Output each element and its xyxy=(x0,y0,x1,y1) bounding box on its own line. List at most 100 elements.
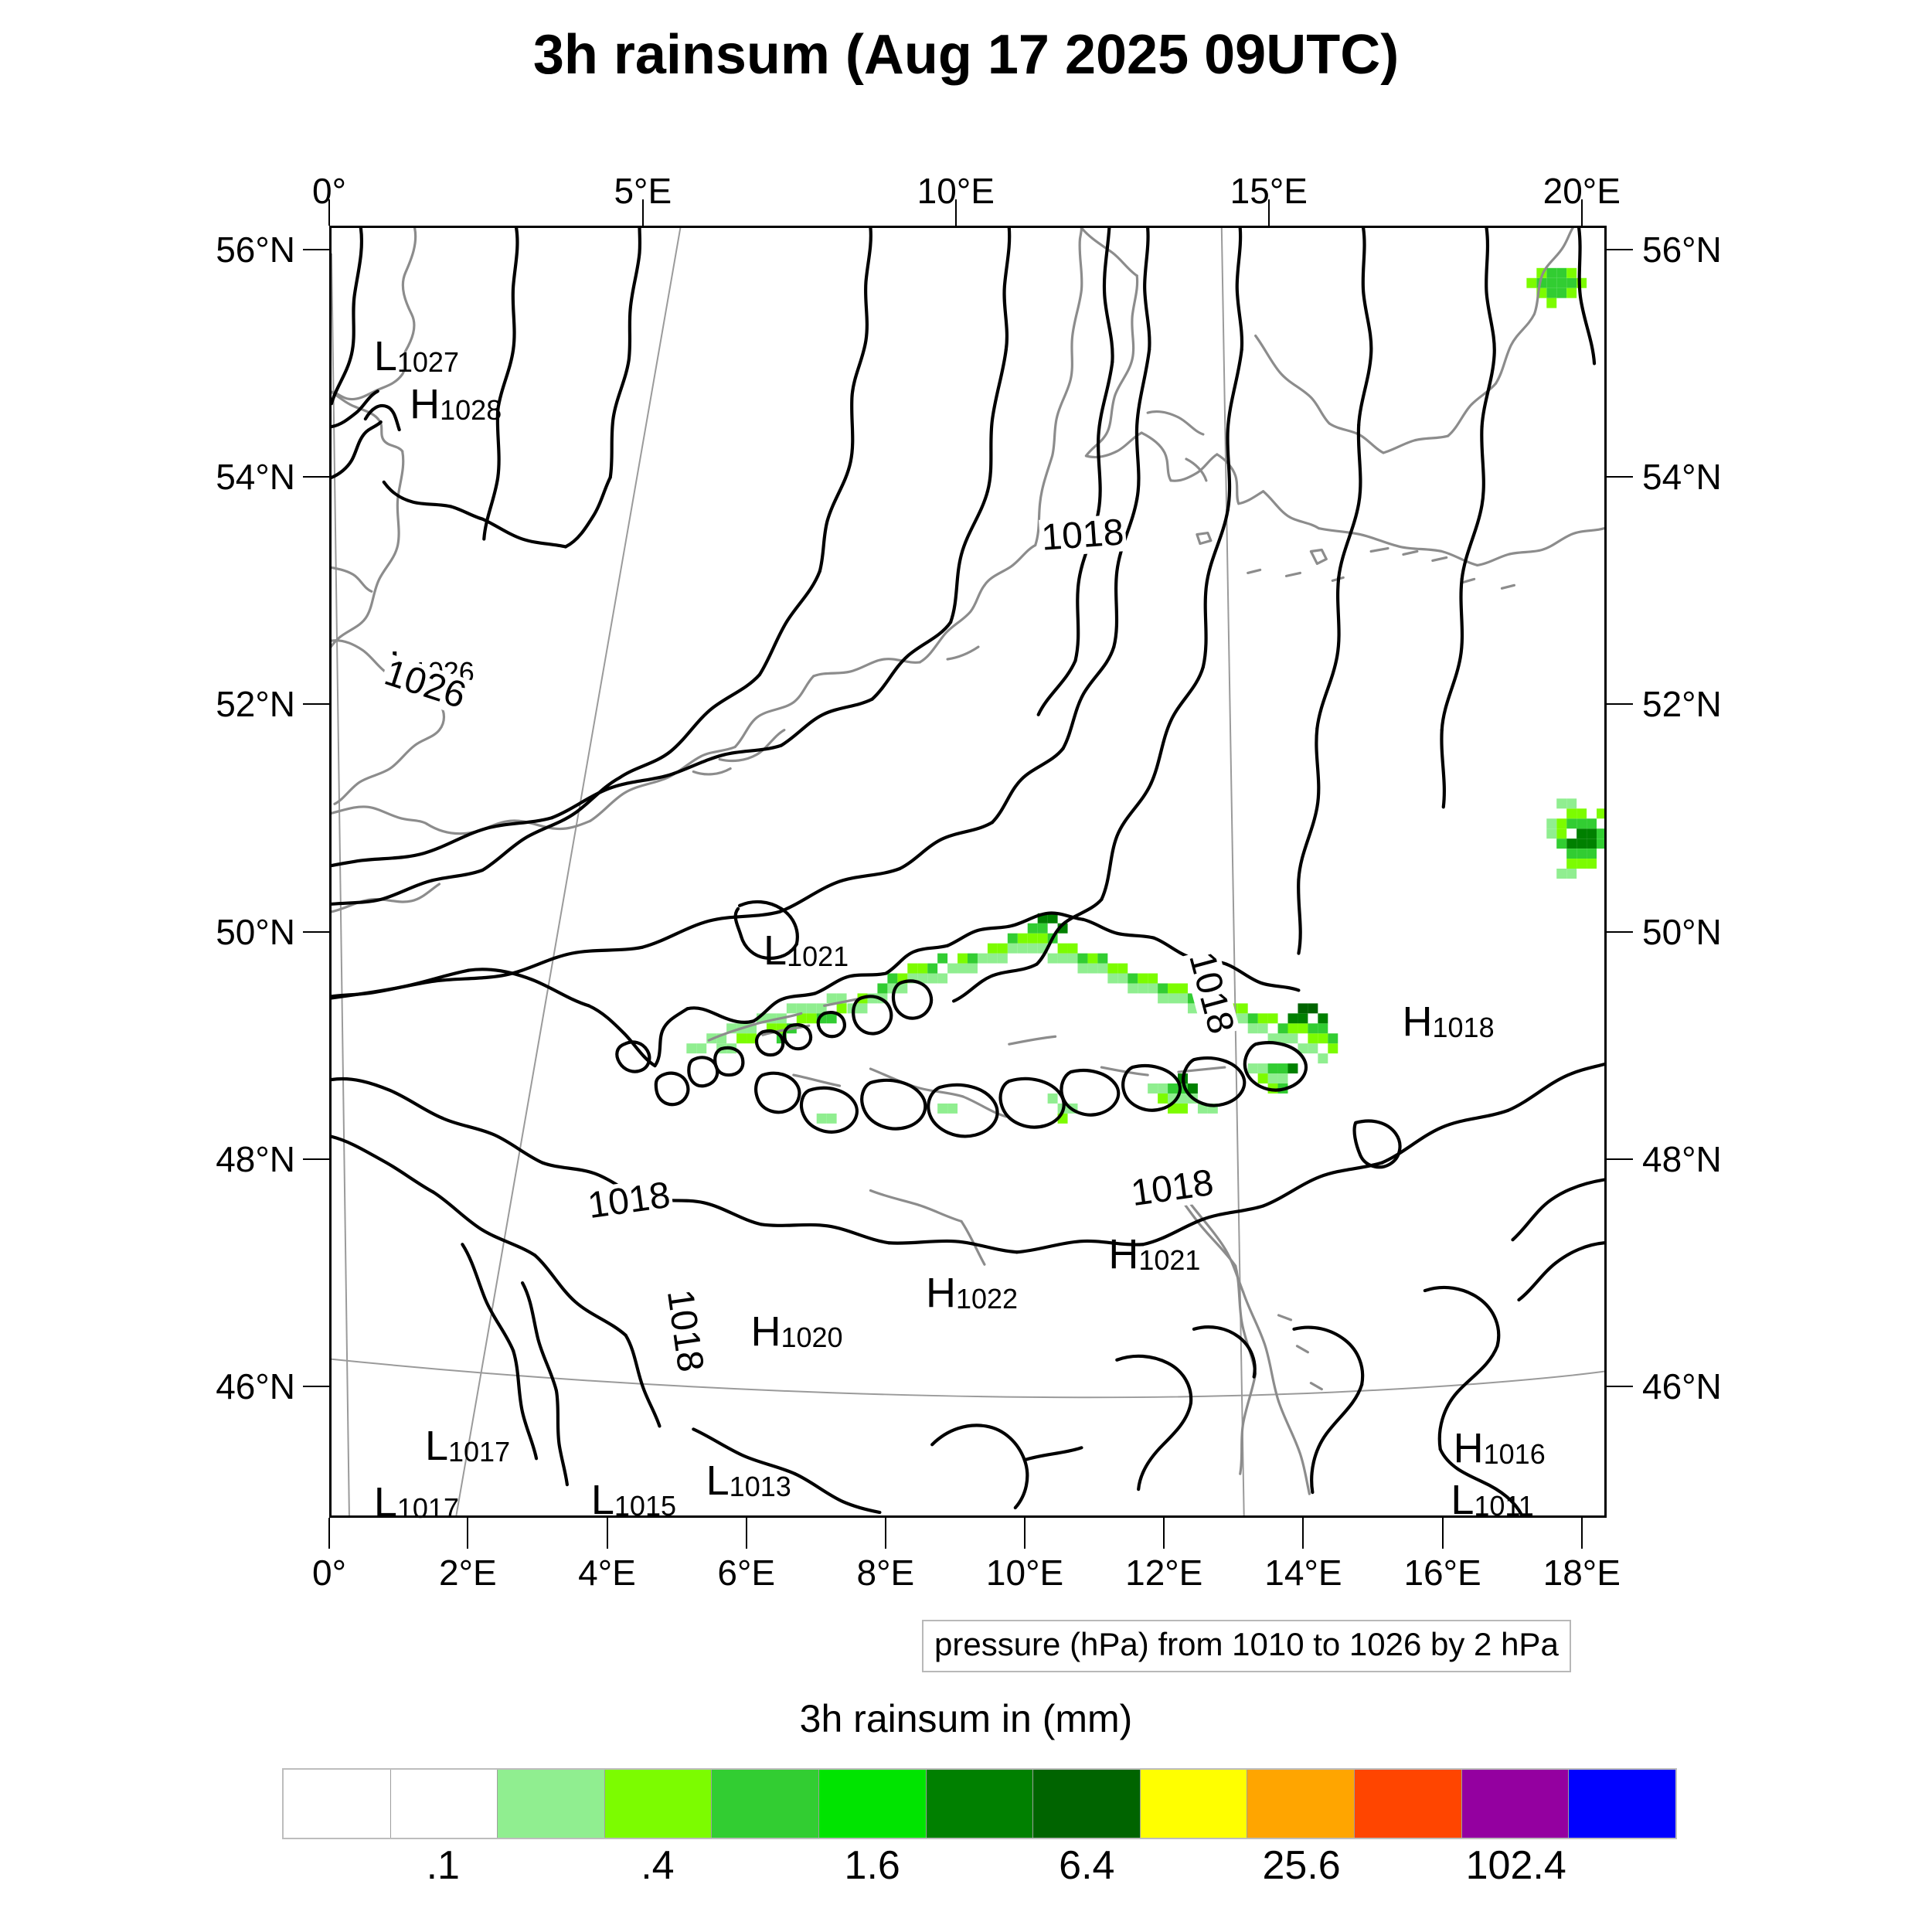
bottom-axis-tick-mark xyxy=(606,1518,608,1549)
colorbar-cell[interactable] xyxy=(1355,1770,1462,1838)
precipitation-layer xyxy=(686,267,1604,1124)
bottom-axis-tick-label: 0° xyxy=(312,1553,346,1593)
left-axis-tick-mark xyxy=(303,930,329,933)
left-axis-tick-label: 54°N xyxy=(216,457,295,498)
left-axis-tick-label: 48°N xyxy=(216,1139,295,1180)
colorbar-cell[interactable] xyxy=(498,1770,605,1838)
right-axis-tick-label: 56°N xyxy=(1642,229,1722,270)
right-axis-tick-label: 46°N xyxy=(1642,1366,1722,1407)
colorbar-cell[interactable] xyxy=(1033,1770,1141,1838)
pressure-marker-value: 1016 xyxy=(1483,1437,1546,1470)
pressure-marker-value: 1022 xyxy=(955,1283,1019,1315)
top-axis-tick-mark xyxy=(1267,199,1270,226)
top-axis-tick-mark xyxy=(1580,199,1583,226)
colorbar-cell[interactable] xyxy=(1569,1770,1675,1838)
pressure-high-marker: H1028 xyxy=(410,383,502,425)
right-axis-tick-mark xyxy=(1607,476,1633,478)
pressure-marker-letter: L xyxy=(373,1479,397,1526)
colorbar-tick-label: .1 xyxy=(426,1843,460,1888)
pressure-marker-letter: H xyxy=(1108,1231,1139,1278)
colorbar-tick-label: 1.6 xyxy=(844,1843,900,1888)
pressure-marker-letter: H xyxy=(410,380,440,427)
bottom-axis-tick-mark xyxy=(1302,1518,1304,1549)
pressure-caption: pressure (hPa) from 1010 to 1026 by 2 hP… xyxy=(922,1620,1571,1672)
bottom-axis-tick-mark xyxy=(328,1518,330,1549)
pressure-low-marker: L1011 xyxy=(1451,1479,1533,1521)
left-axis-tick-mark xyxy=(303,703,329,706)
pressure-marker-letter: L xyxy=(424,1422,449,1469)
pressure-marker-value: 1015 xyxy=(614,1489,676,1522)
colorbar-cell[interactable] xyxy=(819,1770,927,1838)
bottom-axis-tick-label: 12°E xyxy=(1125,1553,1203,1593)
right-axis-tick-label: 50°N xyxy=(1642,911,1722,952)
colorbar-cell[interactable] xyxy=(1140,1770,1248,1838)
top-axis-tick-mark xyxy=(328,199,330,226)
bottom-axis-tick-label: 8°E xyxy=(856,1553,915,1593)
pressure-marker-value: 1020 xyxy=(781,1321,843,1354)
colorbar-cell[interactable] xyxy=(1247,1770,1355,1838)
right-axis-tick-mark xyxy=(1607,703,1633,706)
pressure-low-marker: L1013 xyxy=(706,1460,791,1502)
colorbar-tick-label: 6.4 xyxy=(1059,1843,1115,1888)
bottom-axis-tick-label: 6°E xyxy=(717,1553,776,1593)
left-axis-tick-mark xyxy=(303,476,329,478)
bottom-axis-tick-label: 14°E xyxy=(1264,1553,1342,1593)
bottom-axis-tick-label: 2°E xyxy=(439,1553,497,1593)
pressure-marker-letter: L xyxy=(706,1457,730,1504)
pressure-marker-value: 1011 xyxy=(1474,1489,1534,1522)
pressure-low-marker: L1021 xyxy=(764,930,849,971)
top-axis-tick-mark xyxy=(954,199,957,226)
pressure-marker-value: 1017 xyxy=(396,1492,459,1525)
colorbar-cell[interactable] xyxy=(390,1770,498,1838)
isobar-contour-label: 1018 xyxy=(1039,512,1128,559)
colorbar-caption: 3h rainsum in (mm) xyxy=(799,1697,1133,1740)
pressure-marker-letter: L xyxy=(1451,1476,1475,1523)
left-axis-tick-mark xyxy=(303,1386,329,1388)
graticule-layer xyxy=(332,228,1604,1515)
colorbar-cells[interactable] xyxy=(282,1768,1677,1839)
colorbar-cell[interactable] xyxy=(604,1770,713,1838)
pressure-high-marker: H1021 xyxy=(1108,1233,1200,1275)
colorbar[interactable]: .1 .4 1.6 6.4 25.6 102.4 xyxy=(282,1768,1677,1888)
left-axis-tick-mark xyxy=(303,1158,329,1161)
pressure-marker-letter: L xyxy=(764,927,787,975)
bottom-axis-tick-mark xyxy=(745,1518,747,1549)
page-title: 3h rainsum (Aug 17 2025 09UTC) xyxy=(532,24,1400,86)
top-axis-tick-mark xyxy=(641,199,644,226)
left-axis-tick-label: 50°N xyxy=(216,911,295,952)
map-canvas xyxy=(332,228,1604,1515)
pressure-marker-letter: H xyxy=(750,1308,781,1355)
pressure-marker-value: 1018 xyxy=(1432,1012,1495,1044)
colorbar-cell[interactable] xyxy=(284,1770,391,1838)
bottom-axis-tick-label: 10°E xyxy=(985,1553,1064,1593)
pressure-high-marker: H1022 xyxy=(926,1272,1018,1314)
bottom-axis-tick-label: 4°E xyxy=(578,1553,636,1593)
colorbar-cell[interactable] xyxy=(926,1770,1034,1838)
right-axis-tick-mark xyxy=(1607,1158,1633,1161)
right-axis-tick-mark xyxy=(1607,1386,1633,1388)
pressure-high-marker: H1016 xyxy=(1454,1427,1546,1469)
right-axis-tick-label: 52°N xyxy=(1642,684,1722,725)
left-axis-tick-label: 46°N xyxy=(216,1366,295,1407)
right-axis-tick-label: 54°N xyxy=(1642,457,1722,498)
pressure-marker-letter: L xyxy=(373,333,397,380)
pressure-marker-letter: H xyxy=(1453,1424,1484,1471)
left-axis-tick-label: 52°N xyxy=(216,684,295,725)
bottom-axis-tick-label: 16°E xyxy=(1403,1553,1481,1593)
pressure-marker-letter: H xyxy=(1402,998,1433,1046)
isobar-layer xyxy=(332,228,1604,1515)
pressure-marker-value: 1027 xyxy=(396,346,459,379)
colorbar-cell[interactable] xyxy=(1461,1770,1570,1838)
bottom-axis-tick-mark xyxy=(1580,1518,1583,1549)
right-axis-tick-mark xyxy=(1607,248,1633,250)
pressure-marker-letter: H xyxy=(925,1270,956,1317)
bottom-axis-tick-mark xyxy=(1024,1518,1026,1549)
bottom-axis-tick-mark xyxy=(1441,1518,1444,1549)
pressure-marker-value: 1021 xyxy=(787,940,849,973)
pressure-marker-value: 1013 xyxy=(729,1470,791,1502)
pressure-low-marker: L1017 xyxy=(374,1481,459,1523)
map-panel[interactable] xyxy=(329,226,1607,1518)
pressure-low-marker: L1015 xyxy=(591,1479,676,1521)
colorbar-cell[interactable] xyxy=(712,1770,820,1838)
